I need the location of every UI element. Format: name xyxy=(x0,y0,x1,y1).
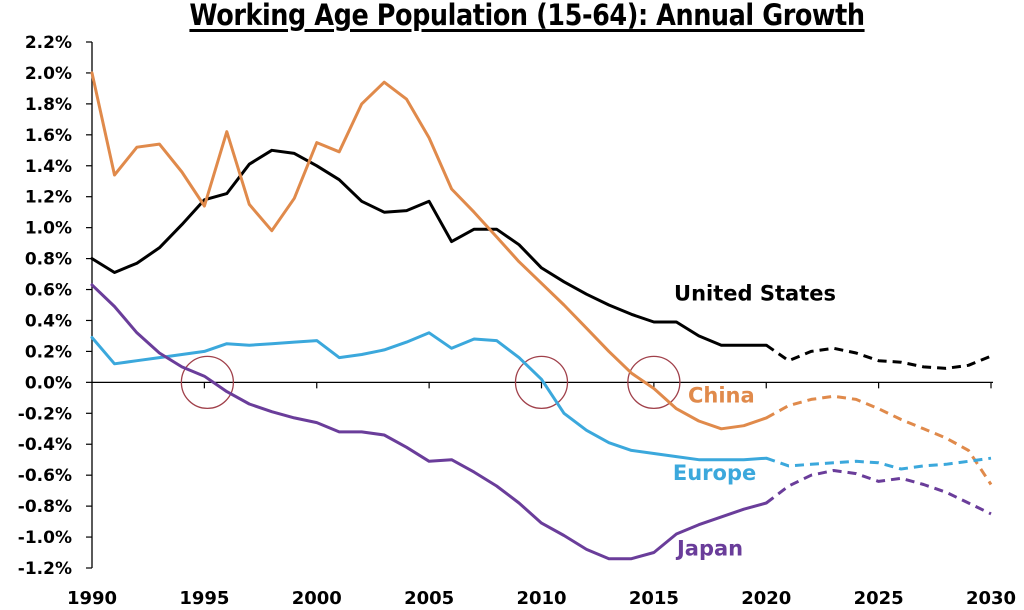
x-tick-label: 1990 xyxy=(67,588,117,609)
line-europe xyxy=(90,331,768,462)
y-tick-label: 1.4% xyxy=(25,157,72,177)
x-tick-label: 2000 xyxy=(292,588,342,609)
y-tick-label: 0.4% xyxy=(25,311,72,331)
annotation-circles xyxy=(180,355,681,410)
x-tick-label: 2015 xyxy=(629,588,679,609)
y-tick-label: -0.8% xyxy=(18,497,72,517)
series-label-united-states: United States xyxy=(674,281,836,305)
annotation-circle xyxy=(514,355,569,410)
line-japan-projection xyxy=(765,469,992,516)
axes: 2.2% 2.0% 1.8% 1.6% 1.4% 1.2% 1.0% 0.8% 0.6% 0.4%… xyxy=(18,33,1016,609)
x-tick-label: 2010 xyxy=(516,588,566,609)
annotation-circle xyxy=(180,355,235,410)
series-label-china: China xyxy=(688,383,755,407)
line-china xyxy=(90,71,768,431)
y-tick-label: -0.6% xyxy=(18,466,72,486)
x-tick-label: 2030 xyxy=(966,588,1016,609)
y-tick-label: -1.0% xyxy=(18,528,72,548)
y-tick-label: -1.2% xyxy=(18,559,72,579)
line-united-states-projection xyxy=(765,343,992,370)
y-tick-label: 2.2% xyxy=(25,33,72,53)
chart-title: Working Age Population (15-64): Annual G… xyxy=(189,0,865,32)
y-tick-label: 1.2% xyxy=(25,188,72,208)
x-tick-label: 2025 xyxy=(854,588,904,609)
x-tick-label: 2020 xyxy=(741,588,791,609)
series-labels: United States China Europe Japan xyxy=(673,281,836,560)
series-lines xyxy=(90,71,993,561)
annotation-circle xyxy=(627,355,681,410)
y-tick-label: 0.2% xyxy=(25,342,72,362)
y-tick-label: 1.6% xyxy=(25,126,72,146)
y-tick-label: 0.6% xyxy=(25,281,72,301)
line-china-projection xyxy=(765,394,993,486)
y-tick-label: 0.8% xyxy=(25,250,72,270)
series-label-japan: Japan xyxy=(675,537,743,561)
x-tick-label: 2005 xyxy=(404,588,454,609)
x-tick-label: 1995 xyxy=(179,588,229,609)
y-tick-label: -0.2% xyxy=(18,404,72,424)
line-japan xyxy=(90,283,768,561)
series-label-europe: Europe xyxy=(673,461,756,485)
line-united-states xyxy=(90,148,768,347)
y-tick-label: -0.4% xyxy=(18,435,72,455)
y-tick-label: 1.0% xyxy=(25,219,72,239)
line-europe-projection xyxy=(765,456,992,471)
y-tick-label: 0.0% xyxy=(25,373,72,393)
y-tick-label: 2.0% xyxy=(25,64,72,84)
y-tick-label: 1.8% xyxy=(25,95,72,115)
